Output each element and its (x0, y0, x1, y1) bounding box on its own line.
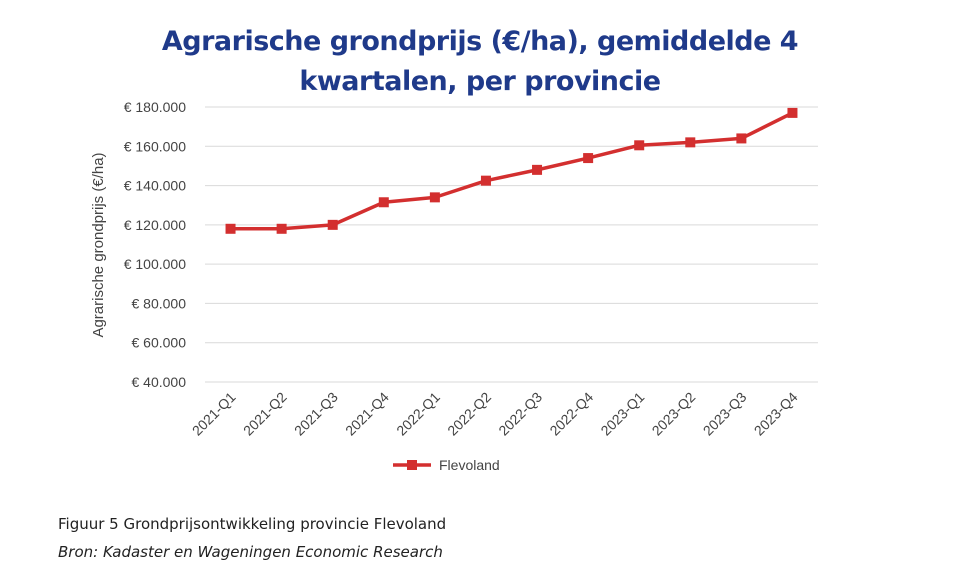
data-point-marker (736, 133, 747, 144)
series-line (230, 111, 794, 231)
x-tick-label: 2022-Q3 (495, 389, 545, 439)
y-tick-label: € 80.000 (132, 295, 187, 311)
y-tick-label: € 100.000 (124, 256, 186, 272)
legend: Flevoland (393, 457, 500, 473)
x-tick-label: 2023-Q3 (700, 389, 750, 439)
x-tick-label: 2021-Q4 (342, 389, 392, 439)
data-point-marker (276, 223, 287, 234)
y-axis-ticks: € 40.000 € 60.000 € 80.000 € 100.000 € 120.0… (124, 99, 187, 390)
data-point-marker (787, 107, 798, 118)
data-point-marker (583, 153, 594, 164)
x-tick-label: 2022-Q1 (393, 389, 443, 439)
data-point-marker (634, 140, 645, 151)
x-tick-label: 2022-Q4 (546, 389, 596, 439)
y-axis-label: Agrarische grondprijs (€/ha) (90, 152, 107, 337)
y-tick-label: € 160.000 (124, 138, 186, 154)
data-point-marker (327, 219, 338, 230)
data-point-marker (685, 137, 696, 148)
data-point-marker (378, 197, 389, 208)
data-point-marker (480, 175, 491, 186)
legend-marker-swatch (407, 460, 417, 470)
x-tick-label: 2023-Q1 (597, 389, 647, 439)
x-tick-label: 2021-Q1 (189, 389, 239, 439)
figure-caption: Figuur 5 Grondprijsontwikkeling provinci… (58, 515, 447, 533)
line-chart: € 40.000 € 60.000 € 80.000 € 100.000 € 120.0… (90, 99, 818, 473)
chart-title: Agrarische grondprijs (€/ha), gemiddelde… (161, 26, 799, 97)
legend-label: Flevoland (439, 457, 500, 473)
x-tick-label: 2023-Q4 (751, 389, 801, 439)
x-tick-label: 2021-Q3 (291, 389, 341, 439)
x-tick-label: 2023-Q2 (649, 389, 699, 439)
x-tick-label: 2021-Q2 (240, 389, 290, 439)
y-tick-label: € 140.000 (124, 178, 186, 194)
x-axis-ticks: 2021-Q1 2021-Q2 2021-Q3 2021-Q4 2022-Q1 2022-… (189, 389, 801, 439)
x-tick-label: 2022-Q2 (444, 389, 494, 439)
y-tick-label: € 60.000 (132, 335, 187, 351)
data-point-marker (225, 223, 236, 234)
series-layer (225, 107, 798, 234)
y-tick-label: € 40.000 (132, 374, 187, 390)
gridlines (205, 106, 818, 383)
data-point-marker (532, 164, 543, 175)
y-tick-label: € 120.000 (124, 217, 186, 233)
data-point-marker (429, 192, 440, 203)
y-tick-label: € 180.000 (124, 99, 186, 115)
figure-source: Bron: Kadaster en Wageningen Economic Re… (58, 543, 443, 561)
